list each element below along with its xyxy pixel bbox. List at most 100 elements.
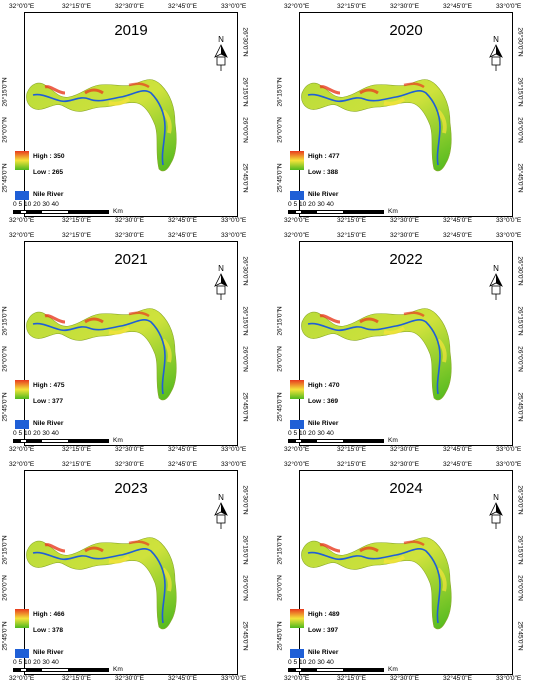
lat-tick-left: 25°45'0"N bbox=[276, 163, 284, 193]
lat-tick-left: 26°0'0"N bbox=[1, 117, 9, 143]
lon-tick-top: 32°0'0"E bbox=[9, 3, 35, 10]
scale-segment bbox=[41, 439, 69, 443]
lat-tick-right: 25°45'0"N bbox=[516, 392, 524, 422]
scale-labels: 0 5 10 20 30 40 bbox=[13, 430, 59, 437]
scale-segment bbox=[20, 668, 27, 672]
scale-labels: 0 5 10 20 30 40 bbox=[288, 430, 334, 437]
legend-river-swatch bbox=[15, 420, 29, 429]
lon-tick-bottom: 32°30'0"E bbox=[115, 217, 144, 224]
legend-gradient bbox=[15, 151, 29, 170]
lon-tick-bottom: 33°0'0"E bbox=[221, 446, 247, 453]
legend-river-label: Nile River bbox=[308, 420, 339, 427]
panel-year-title: 2020 bbox=[389, 22, 423, 39]
scale-labels: 0 5 10 20 30 40 bbox=[288, 201, 334, 208]
lat-tick-left: 25°45'0"N bbox=[1, 621, 9, 651]
lon-tick-top: 32°30'0"E bbox=[115, 461, 144, 468]
legend-river-label: Nile River bbox=[33, 420, 64, 427]
lon-tick-bottom: 32°15'0"E bbox=[62, 446, 91, 453]
scale-bar: 0 5 10 20 30 40 Km bbox=[13, 659, 133, 681]
scale-segment bbox=[13, 439, 20, 443]
scale-segment bbox=[69, 439, 109, 443]
scale-segment bbox=[13, 668, 20, 672]
lon-tick-bottom: 33°0'0"E bbox=[221, 217, 247, 224]
scale-segment bbox=[344, 210, 384, 214]
lat-tick-right: 26°15'0"N bbox=[241, 306, 249, 336]
lon-tick-bottom: 33°0'0"E bbox=[496, 675, 522, 682]
scale-bar: 0 5 10 20 30 40 Km bbox=[288, 430, 408, 452]
legend-gradient bbox=[15, 609, 29, 628]
lon-tick-bottom: 32°30'0"E bbox=[390, 217, 419, 224]
lon-tick-top: 32°15'0"E bbox=[62, 461, 91, 468]
north-arrow-icon: N bbox=[214, 35, 228, 71]
scale-segment bbox=[41, 668, 69, 672]
lon-tick-top: 32°30'0"E bbox=[390, 461, 419, 468]
lon-tick-top: 32°0'0"E bbox=[9, 232, 35, 239]
legend-low: Low : 369 bbox=[308, 398, 339, 405]
panel-year-title: 2023 bbox=[114, 480, 148, 497]
lat-tick-left: 26°15'0"N bbox=[276, 77, 284, 107]
lon-tick-top: 32°0'0"E bbox=[284, 232, 310, 239]
scale-bar: 0 5 10 20 30 40 Km bbox=[288, 201, 408, 223]
scale-bar: 0 5 10 20 30 40 Km bbox=[288, 659, 408, 681]
scale-segment bbox=[20, 439, 27, 443]
lon-tick-bottom: 32°15'0"E bbox=[62, 675, 91, 682]
legend-low: Low : 397 bbox=[308, 627, 339, 634]
legend-high: High : 477 bbox=[308, 153, 340, 160]
map-frame: 2022 N High : 470 Low : 369 Nile River 0 5 10… bbox=[288, 241, 513, 446]
svg-text:N: N bbox=[493, 35, 499, 44]
legend-river-label: Nile River bbox=[308, 191, 339, 198]
lat-tick-left: 26°0'0"N bbox=[276, 117, 284, 143]
legend-low: Low : 378 bbox=[33, 627, 64, 634]
lon-tick-bottom: 32°0'0"E bbox=[284, 217, 310, 224]
lon-tick-top: 33°0'0"E bbox=[496, 461, 522, 468]
lon-tick-top: 32°15'0"E bbox=[337, 232, 366, 239]
legend-low: Low : 388 bbox=[308, 169, 339, 176]
scale-segment bbox=[302, 668, 316, 672]
north-arrow-icon: N bbox=[214, 264, 228, 300]
legend-river-label: Nile River bbox=[33, 191, 64, 198]
scale-segment bbox=[20, 210, 27, 214]
map-frame: 2023 N High : 466 Low : 378 Nile River 0 5 10… bbox=[13, 470, 238, 675]
legend-high: High : 470 bbox=[308, 382, 340, 389]
lon-tick-top: 33°0'0"E bbox=[221, 232, 247, 239]
svg-text:N: N bbox=[493, 264, 499, 273]
scale-bar: 0 5 10 20 30 40 Km bbox=[13, 430, 133, 452]
lat-tick-left: 26°0'0"N bbox=[276, 346, 284, 372]
lat-tick-right: 25°45'0"N bbox=[241, 163, 249, 193]
lon-tick-bottom: 32°30'0"E bbox=[115, 675, 144, 682]
lat-tick-left: 26°15'0"N bbox=[1, 535, 9, 565]
scale-segment bbox=[295, 210, 302, 214]
lat-tick-left: 25°45'0"N bbox=[276, 392, 284, 422]
lon-tick-top: 33°0'0"E bbox=[496, 3, 522, 10]
lon-tick-top: 32°45'0"E bbox=[443, 3, 472, 10]
lat-tick-right: 26°15'0"N bbox=[241, 535, 249, 565]
lat-tick-left: 26°15'0"N bbox=[276, 306, 284, 336]
scale-segment bbox=[69, 668, 109, 672]
lat-tick-right: 26°15'0"N bbox=[516, 77, 524, 107]
lon-tick-top: 32°0'0"E bbox=[284, 3, 310, 10]
svg-text:N: N bbox=[218, 264, 224, 273]
lat-tick-right: 26°0'0"N bbox=[516, 575, 524, 601]
lon-tick-bottom: 32°0'0"E bbox=[284, 675, 310, 682]
valley-heat-map bbox=[301, 79, 452, 172]
lat-tick-right: 26°15'0"N bbox=[516, 535, 524, 565]
scale-segment bbox=[295, 668, 302, 672]
scale-segment bbox=[27, 210, 41, 214]
lat-tick-right: 26°15'0"N bbox=[241, 77, 249, 107]
lat-tick-right: 26°15'0"N bbox=[516, 306, 524, 336]
map-frame: 2024 N High : 489 Low : 397 Nile River 0 5 10… bbox=[288, 470, 513, 675]
lat-tick-left: 25°45'0"N bbox=[276, 621, 284, 651]
lat-tick-left: 26°15'0"N bbox=[1, 77, 9, 107]
lon-tick-top: 32°30'0"E bbox=[115, 232, 144, 239]
scale-segment bbox=[27, 439, 41, 443]
scale-unit: Km bbox=[113, 208, 123, 215]
lon-tick-bottom: 32°0'0"E bbox=[284, 446, 310, 453]
valley-heat-map bbox=[26, 79, 177, 172]
lon-tick-bottom: 32°45'0"E bbox=[168, 446, 197, 453]
svg-text:N: N bbox=[218, 35, 224, 44]
lon-tick-bottom: 33°0'0"E bbox=[221, 675, 247, 682]
lon-tick-bottom: 32°30'0"E bbox=[390, 446, 419, 453]
scale-segment bbox=[288, 210, 295, 214]
lon-tick-bottom: 32°30'0"E bbox=[115, 446, 144, 453]
legend-gradient bbox=[290, 609, 304, 628]
